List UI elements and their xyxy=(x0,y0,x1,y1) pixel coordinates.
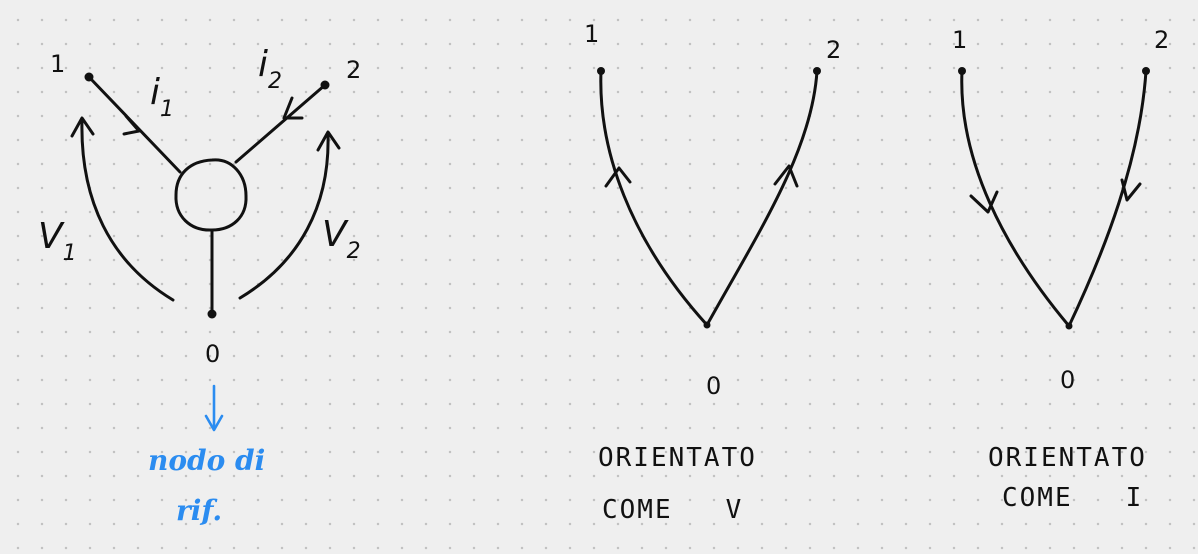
node-0-label: 0 xyxy=(1060,366,1075,394)
branch-2 xyxy=(705,69,819,327)
node-0-label: 0 xyxy=(205,340,220,368)
caption-line-2: COME I xyxy=(1002,483,1143,513)
branch-2 xyxy=(1067,69,1148,328)
two-port-diagram: 1 2 0 i1 i2 V1 V2 nodo di rif. xyxy=(38,44,361,527)
reference-node-note-line-1: nodo di xyxy=(148,444,265,477)
caption-line-1: ORIENTATO xyxy=(598,443,757,473)
node-2-label: 2 xyxy=(1154,26,1169,54)
current-2-arrow xyxy=(282,96,304,120)
node-1-label: 1 xyxy=(584,20,599,48)
voltage-2-arc xyxy=(238,132,330,300)
caption-line-1: ORIENTATO xyxy=(988,443,1147,473)
voltage-2-label: V2 xyxy=(322,214,361,264)
graph-oriented-as-i: 1 2 0 ORIENTATO COME I xyxy=(952,26,1169,513)
branch-2-arrowhead xyxy=(773,164,799,188)
reference-node-note-line-2: rif. xyxy=(176,494,222,527)
voltage-1-label: V1 xyxy=(38,216,77,266)
reference-node-arrowhead xyxy=(204,414,224,432)
node-2-label: 2 xyxy=(346,56,361,84)
wire-terminal-2 xyxy=(234,83,327,164)
node-0-label: 0 xyxy=(706,372,721,400)
node-2-label: 2 xyxy=(826,36,841,64)
branch-1 xyxy=(960,69,1071,328)
component-circle xyxy=(174,158,248,232)
node-1-label: 1 xyxy=(50,50,65,78)
graph-oriented-as-v: 1 2 0 ORIENTATO COME V xyxy=(584,20,841,525)
current-2-label: i2 xyxy=(258,44,282,94)
node-1-label: 1 xyxy=(952,26,967,54)
branch-1-arrowhead xyxy=(969,190,999,214)
branch-2-arrowhead xyxy=(1120,178,1142,202)
voltage-1-arc xyxy=(80,118,175,302)
voltage-2-arrowhead xyxy=(316,130,341,152)
branch-1 xyxy=(599,69,709,327)
voltage-1-arrowhead xyxy=(70,116,95,138)
current-1-arrow xyxy=(122,114,141,136)
caption-line-2: COME V xyxy=(602,495,743,525)
branch-1-arrowhead xyxy=(604,166,632,188)
current-1-label: i1 xyxy=(150,72,174,122)
